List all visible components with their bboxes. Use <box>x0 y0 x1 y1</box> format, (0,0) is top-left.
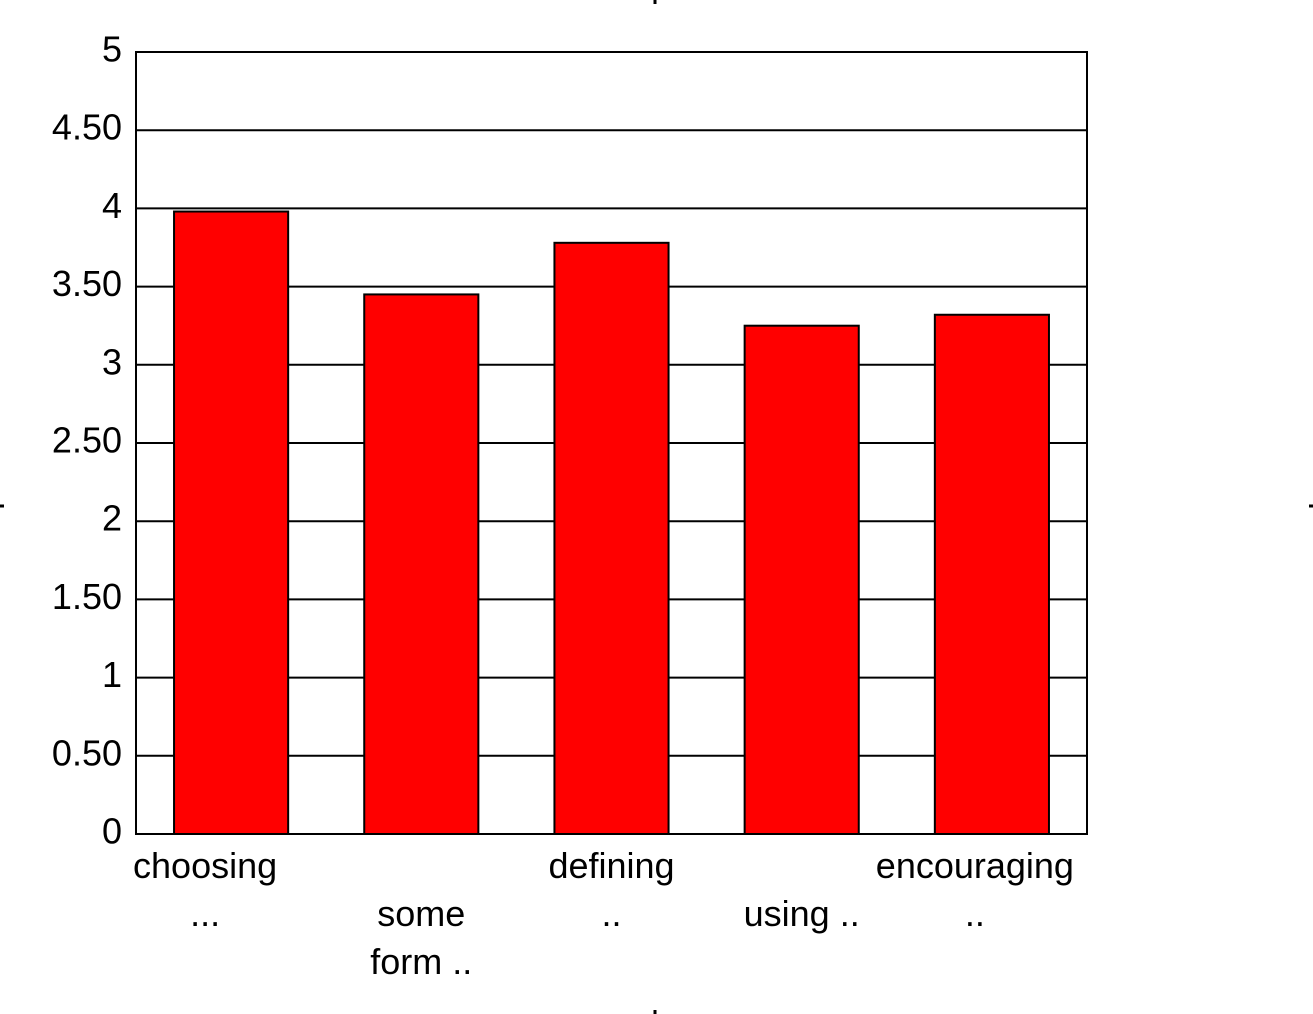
bar <box>363 293 480 836</box>
bar <box>173 210 290 835</box>
y-tick-label: 5 <box>102 29 122 70</box>
x-tick-label: some form .. <box>370 893 473 982</box>
bar <box>553 241 670 836</box>
y-tick-label: 3 <box>102 341 122 382</box>
y-tick-label: 3.50 <box>52 263 122 304</box>
y-tick-label: 4 <box>102 185 122 226</box>
x-tick-label: using .. <box>743 893 860 934</box>
y-tick-label: 1.50 <box>52 576 122 617</box>
bar <box>933 313 1050 835</box>
bar <box>743 324 860 835</box>
x-tick-label: choosing ... <box>133 845 278 934</box>
y-tick-label: 2.50 <box>52 420 122 461</box>
y-tick-label: 1 <box>102 654 122 695</box>
y-tick-label: 2 <box>102 498 122 539</box>
x-tick-label: defining .. <box>548 845 675 934</box>
y-tick-label: 0 <box>102 811 122 852</box>
y-tick-label: 4.50 <box>52 107 122 148</box>
y-tick-label: 0.50 <box>52 732 122 773</box>
x-tick-label: encouraging .. <box>875 845 1074 934</box>
